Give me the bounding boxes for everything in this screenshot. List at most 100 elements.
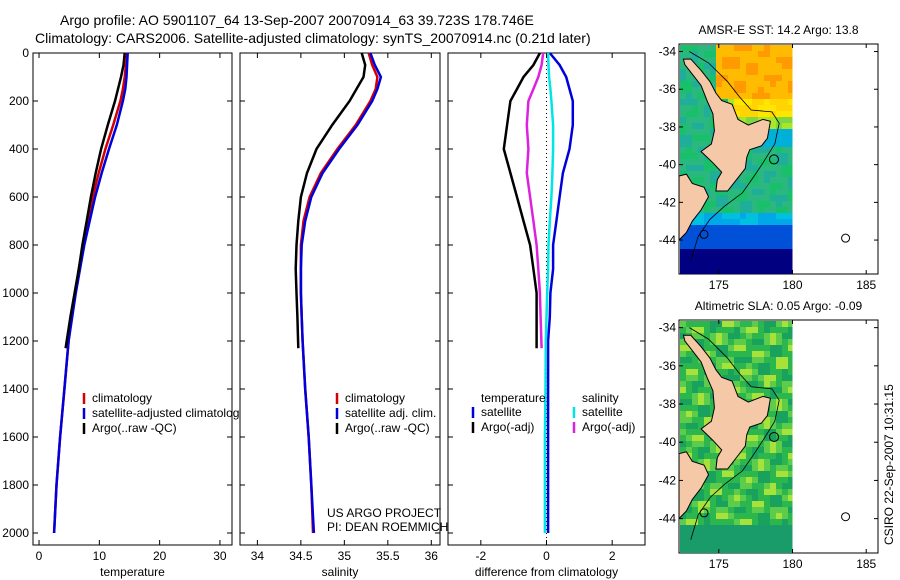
sla_map-cell [734, 357, 740, 363]
sla_map-cell [782, 435, 788, 441]
sla_map-cell [698, 417, 704, 423]
sla_map-cell [770, 351, 776, 357]
sla_map-cell [788, 483, 793, 489]
sst_map-xtick-label: 175 [709, 278, 729, 292]
sst_map-cell [698, 45, 704, 51]
sst_map-cell [740, 63, 746, 69]
sla_map-cell [782, 447, 788, 453]
sla_map-ytick-label: -40 [659, 435, 677, 449]
sst_map-cell [686, 267, 692, 273]
sst_map-cell [770, 189, 776, 195]
sst_map-cell [704, 207, 710, 213]
sla_map-cell [686, 435, 692, 441]
sst_map-cell [740, 213, 746, 219]
sst_map-cell [782, 51, 788, 57]
temperature-xlabel: temperature [100, 565, 165, 579]
sla_map-cell [728, 531, 734, 537]
sla_map-cell [698, 411, 704, 417]
sst_map-cell [692, 93, 698, 99]
sla_map-cell [728, 489, 734, 495]
sst_map-cell [776, 237, 782, 243]
sst_map-cell [680, 93, 686, 99]
sst_map-cell [788, 261, 793, 267]
sst_map-cell [746, 177, 752, 183]
sla_map-cell [752, 465, 758, 471]
sst_map-cell [776, 87, 782, 93]
sla_map-cell [716, 489, 722, 495]
sla_map-cell [776, 447, 782, 453]
sst_map-cell [788, 243, 793, 249]
sst_map-cell [686, 231, 692, 237]
sla_map-cell [782, 369, 788, 375]
sla_map-cell [686, 381, 692, 387]
sla_map-cell [746, 543, 752, 549]
sst_map-cell [758, 69, 764, 75]
sst_map-cell [776, 243, 782, 249]
sst_map-cell [776, 45, 782, 51]
sla_map-cell [746, 549, 752, 553]
sst_map-cell [746, 273, 752, 274]
sla_map-cell [680, 393, 686, 399]
sst_map-cell [698, 165, 704, 171]
sla_map-cell [680, 447, 686, 453]
sst_map-cell [710, 231, 716, 237]
sst_map-cell [788, 183, 793, 189]
sst_map-cell [770, 213, 776, 219]
sst_map-cell [740, 231, 746, 237]
sst_map-cell [704, 243, 710, 249]
sst_map-cell [776, 141, 782, 147]
sst_map-cell [764, 237, 770, 243]
sla_map-cell [686, 393, 692, 399]
sla_map-cell [680, 543, 686, 549]
sla_map-cell [746, 519, 752, 525]
temperature-series-argo-raw-qc- [64, 52, 126, 349]
sla_map-cell [758, 381, 764, 387]
sst_map-cell [692, 165, 698, 171]
sla_map-cell [692, 369, 698, 375]
sla_map-cell [764, 417, 770, 423]
sst_map-cell [686, 135, 692, 141]
sst_map-cell [746, 75, 752, 81]
sst_map-cell [782, 267, 788, 273]
sla_map-cell [788, 471, 793, 477]
sla_map-cell [680, 513, 686, 519]
sst_map-cell [746, 195, 752, 201]
sst_map-cell [680, 105, 686, 111]
sst_map-ytick-label: -34 [659, 45, 677, 59]
sla_map-cell [770, 525, 776, 531]
sla_map-cell [764, 459, 770, 465]
sst_map-cell [788, 111, 793, 117]
sst_map-cell [698, 57, 704, 63]
sst_map-cell [764, 273, 770, 274]
sla_map-cell [728, 549, 734, 553]
sla_map-cell [722, 345, 728, 351]
sst_map-cell [698, 273, 704, 274]
sla_map-cell [782, 345, 788, 351]
temp-legend-label: satellite-adjusted climatology [92, 406, 245, 420]
sst_map-cell [758, 153, 764, 159]
difference-series-temperature-satellite [546, 52, 575, 533]
sst_map-cell [722, 219, 728, 225]
sla_map-cell [782, 417, 788, 423]
sla_map-cell [758, 393, 764, 399]
sst_map-cell [680, 111, 686, 117]
sla_map-cell [776, 321, 782, 327]
sla_map-cell [776, 375, 782, 381]
sal-legend-label: climatology [345, 391, 405, 405]
sla_map-cell [746, 471, 752, 477]
sla_map-cell [770, 483, 776, 489]
sla_map-cell [776, 393, 782, 399]
sst_map-cell [722, 273, 728, 274]
sst_map-cell [710, 45, 716, 51]
sla_map-cell [716, 357, 722, 363]
sla_map-cell [692, 495, 698, 501]
sla_map-cell [776, 513, 782, 519]
sst_map-cell [734, 261, 740, 267]
project-annotation: US ARGO PROJECT [327, 506, 442, 520]
sla_map-cell [770, 405, 776, 411]
sst_map-cell [788, 171, 793, 177]
sla_map-cell [788, 363, 793, 369]
sla_map-cell [716, 333, 722, 339]
sst_map-float-marker [769, 154, 780, 165]
sla_map-cell [752, 543, 758, 549]
